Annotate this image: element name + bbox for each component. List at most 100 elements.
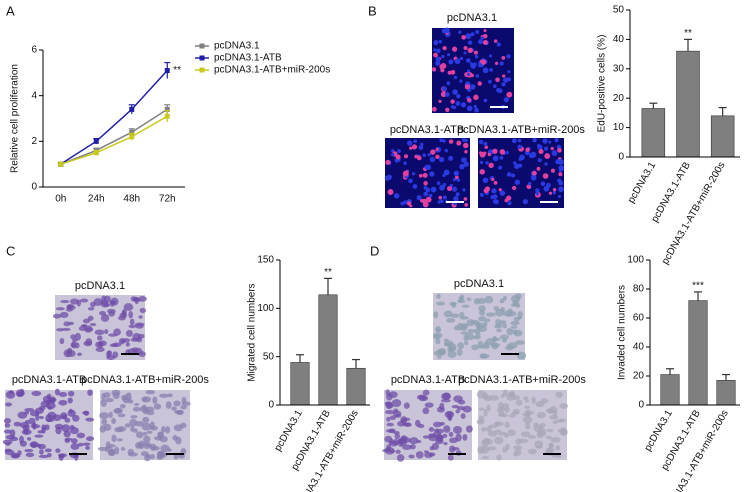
cell [121, 310, 127, 316]
cell [439, 421, 445, 426]
cell [409, 437, 419, 445]
cell [132, 297, 141, 303]
nucleus [544, 153, 551, 159]
nucleus [412, 144, 418, 150]
cell [142, 396, 148, 402]
nucleus [536, 166, 541, 171]
x-tick-label: 24h [88, 194, 105, 205]
cell [60, 299, 70, 304]
cell [129, 318, 135, 326]
nucleus [436, 48, 441, 54]
cell [77, 442, 84, 447]
nucleus [448, 139, 454, 144]
cell [86, 436, 95, 442]
nucleus [470, 32, 475, 37]
nucleus [429, 171, 435, 177]
nucleus [499, 156, 504, 160]
nucleus [466, 97, 472, 103]
cell [391, 399, 402, 408]
nucleus [479, 192, 484, 197]
cell [128, 324, 136, 329]
bar [710, 115, 735, 158]
nucleus [507, 77, 512, 82]
nucleus [475, 29, 480, 34]
nucleus [480, 59, 487, 65]
nucleus [489, 68, 493, 72]
cell [510, 325, 518, 329]
nucleus [551, 150, 558, 156]
cell [506, 328, 514, 336]
cell [17, 450, 22, 456]
panel-label: B [368, 3, 377, 18]
nucleus [552, 187, 557, 192]
nucleus [446, 186, 453, 192]
cell [384, 446, 395, 455]
cell [518, 438, 529, 444]
cell [467, 328, 474, 334]
cell [450, 313, 460, 318]
bar [716, 380, 736, 406]
nucleus [511, 173, 516, 178]
cell [108, 333, 118, 337]
nucleus [513, 161, 517, 165]
cell [130, 415, 138, 419]
nucleus [423, 185, 428, 190]
y-tick-label: 40 [613, 34, 625, 45]
y-tick-label: 20 [633, 371, 645, 382]
nucleus [450, 69, 456, 75]
cell [496, 454, 502, 461]
cell [68, 321, 74, 326]
nucleus [425, 196, 432, 203]
nucleus [439, 184, 445, 191]
cell [515, 340, 525, 345]
nucleus [438, 195, 443, 200]
nucleus [409, 146, 413, 150]
cell [460, 331, 470, 335]
cell [63, 430, 71, 438]
cell [87, 315, 94, 321]
nucleus [531, 170, 537, 176]
nucleus [530, 151, 537, 158]
cell [108, 411, 113, 419]
nucleus [424, 164, 429, 170]
nucleus [466, 105, 473, 112]
nucleus [427, 153, 431, 157]
cell [71, 340, 77, 349]
nucleus [467, 40, 473, 45]
cell [9, 429, 16, 437]
nucleus [385, 159, 391, 165]
cell [123, 303, 134, 312]
cell [19, 440, 27, 447]
cell [26, 437, 32, 441]
nucleus [423, 191, 429, 197]
cell [478, 316, 487, 322]
cell [87, 389, 93, 396]
cell [431, 442, 439, 451]
nucleus [537, 143, 541, 148]
cell [525, 422, 531, 430]
cell [42, 395, 52, 403]
point [129, 129, 135, 135]
cell [59, 311, 69, 319]
cell [128, 310, 134, 319]
cell [534, 440, 544, 448]
nucleus [491, 188, 497, 194]
cell [436, 301, 446, 306]
bar [290, 362, 310, 406]
cell [524, 405, 531, 409]
cell [114, 407, 123, 414]
cell [436, 428, 444, 434]
cell [465, 425, 473, 433]
nucleus [492, 155, 499, 162]
nucleus [485, 161, 489, 165]
nucleus [550, 146, 554, 151]
nucleus [464, 138, 468, 142]
point [129, 106, 135, 112]
cell [72, 338, 78, 342]
cell [528, 448, 537, 455]
cell [103, 392, 111, 398]
cell [466, 319, 476, 327]
cell [66, 305, 76, 311]
cell [515, 399, 523, 406]
bar [318, 294, 338, 406]
